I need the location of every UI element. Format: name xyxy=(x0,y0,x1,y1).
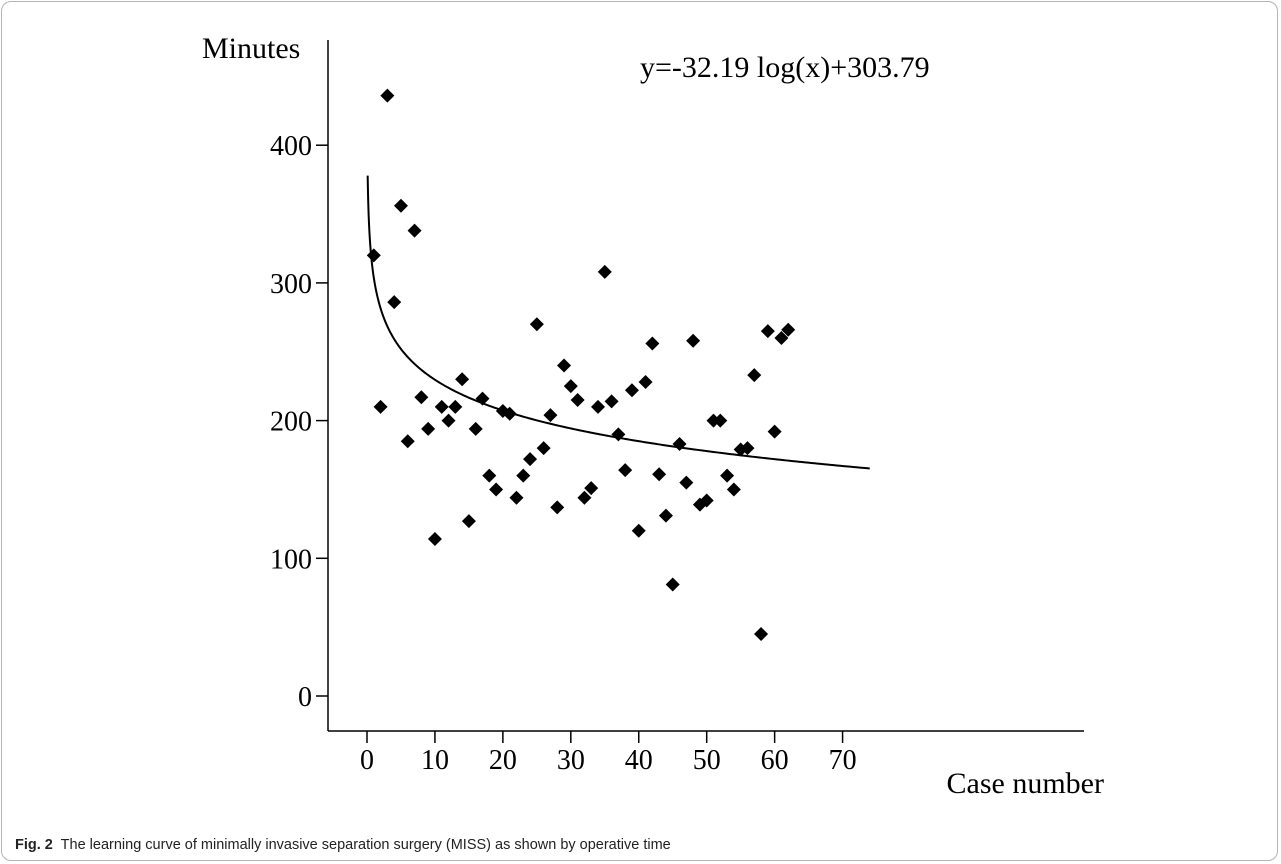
data-point xyxy=(387,295,402,310)
data-point xyxy=(523,452,538,467)
x-axis-label: Case number xyxy=(947,767,1104,800)
data-point xyxy=(577,490,592,505)
data-point xyxy=(624,383,639,398)
data-point xyxy=(658,508,673,523)
data-point xyxy=(618,463,633,478)
data-point xyxy=(631,523,646,538)
data-point xyxy=(393,198,408,213)
data-point xyxy=(557,358,572,373)
data-point xyxy=(529,317,544,332)
x-tick-label: 20 xyxy=(489,745,517,776)
data-point xyxy=(672,437,687,452)
chart-axes xyxy=(327,40,1084,732)
data-point xyxy=(509,490,524,505)
data-point xyxy=(597,264,612,279)
data-point xyxy=(448,399,463,414)
data-point xyxy=(747,368,762,383)
data-point xyxy=(726,482,741,497)
y-ticks: 0 100 200 300 400 xyxy=(270,131,328,713)
data-point xyxy=(366,248,381,263)
data-point xyxy=(434,399,449,414)
data-point xyxy=(543,408,558,423)
x-tick-label: 30 xyxy=(557,745,585,776)
data-point xyxy=(686,333,701,348)
data-point xyxy=(720,468,735,483)
data-point xyxy=(652,467,667,482)
data-points xyxy=(366,88,796,642)
data-point xyxy=(489,482,504,497)
x-tick-label: 70 xyxy=(829,745,857,776)
x-tick-label: 0 xyxy=(360,745,374,776)
figure-caption: Fig. 2 The learning curve of minimally i… xyxy=(15,837,671,853)
y-tick-label: 0 xyxy=(298,682,312,713)
caption-text: The learning curve of minimally invasive… xyxy=(60,837,671,853)
x-tick-label: 60 xyxy=(761,745,789,776)
y-tick-label: 200 xyxy=(270,407,312,438)
trend-line xyxy=(366,175,870,470)
data-point xyxy=(570,392,585,407)
y-axis-label: Minutes xyxy=(202,32,300,65)
formula-annotation: y=-32.19 log(x)+303.79 xyxy=(640,51,930,84)
data-point xyxy=(699,493,714,508)
x-tick-label: 50 xyxy=(693,745,721,776)
x-tick-label: 40 xyxy=(625,745,653,776)
data-point xyxy=(550,500,565,515)
data-point xyxy=(563,379,578,394)
data-point xyxy=(611,427,626,442)
data-point xyxy=(774,330,789,345)
data-point xyxy=(754,627,769,642)
data-point xyxy=(441,413,456,428)
data-point xyxy=(421,421,436,436)
caption-label: Fig. 2 xyxy=(15,837,53,853)
data-point xyxy=(516,468,531,483)
data-point xyxy=(373,399,388,414)
data-point xyxy=(536,441,551,456)
data-point xyxy=(645,336,660,351)
y-tick-label: 400 xyxy=(270,131,312,162)
data-point xyxy=(461,514,476,529)
data-point xyxy=(665,577,680,592)
data-point xyxy=(713,413,728,428)
data-point xyxy=(468,421,483,436)
data-point xyxy=(584,481,599,496)
data-point xyxy=(590,399,605,414)
data-point xyxy=(427,532,442,547)
data-point xyxy=(767,424,782,439)
data-point xyxy=(414,390,429,405)
data-point xyxy=(475,391,490,406)
x-ticks: 0 10 20 30 40 50 60 70 xyxy=(360,731,857,776)
data-point xyxy=(638,375,653,390)
data-point xyxy=(604,394,619,409)
data-point xyxy=(482,468,497,483)
data-point xyxy=(760,324,775,339)
data-point xyxy=(455,372,470,387)
data-point xyxy=(400,434,415,449)
data-point xyxy=(740,441,755,456)
y-tick-label: 100 xyxy=(270,544,312,575)
data-point xyxy=(679,475,694,490)
y-tick-label: 300 xyxy=(270,269,312,300)
x-tick-label: 10 xyxy=(421,745,449,776)
data-point xyxy=(380,88,395,103)
data-point xyxy=(502,406,517,421)
data-point xyxy=(781,322,796,337)
data-point xyxy=(407,223,422,238)
